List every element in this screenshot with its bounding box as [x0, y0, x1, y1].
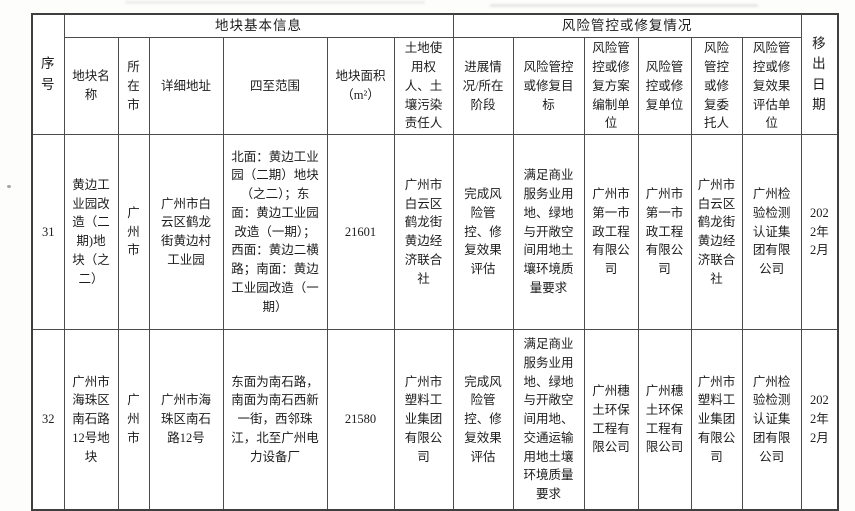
- scan-streak-top-left: [125, 1, 425, 4]
- cell-serial: 31: [31, 134, 65, 330]
- cell-boundaries: 东面为南石路，南面为南石西新一街，西邻珠江，北至广州电力设备厂: [222, 329, 328, 511]
- col-header-target: 风险管控或修复目标: [512, 37, 585, 135]
- cell-area: 21580: [326, 329, 395, 511]
- col-header-remediation-unit: 风险管控或修复单位: [637, 37, 692, 135]
- cell-removal-date: 2022年2月: [800, 329, 839, 511]
- cell-city: 广州市: [117, 134, 150, 330]
- group-header-basic-info: 地块基本信息: [63, 13, 454, 39]
- header-group-row: 序号 地块基本信息 风险管控或修复情况 移出日期: [31, 13, 839, 135]
- cell-client: 广州市塑料工业集团有限公司: [690, 329, 743, 511]
- cell-target: 满足商业服务业用地、绿地与开敞空间用地、交通运输用地土壤环境质量要求: [512, 329, 585, 511]
- cell-address: 广州市白云区鹤龙街黄边村工业园: [148, 134, 224, 330]
- header-sub-row: 地块名称 所在市 详细地址 四至范围 地块面积（m²） 土地使用权人、土壤污染责…: [32, 37, 838, 135]
- cell-client: 广州市白云区鹤龙街黄边经济联合社: [690, 134, 743, 330]
- col-header-removal-date: 移出日期: [800, 13, 839, 135]
- col-header-area: 地块面积（m²）: [326, 37, 395, 135]
- cell-plan-unit: 广州穗土环保工程有限公司: [583, 329, 639, 511]
- cell-progress: 完成风险管控、修复效果评估: [452, 329, 514, 511]
- col-header-client: 风险管控或修复委托人: [690, 37, 743, 135]
- cell-progress: 完成风险管控、修复效果评估: [452, 134, 514, 330]
- col-header-address: 详细地址: [148, 37, 224, 135]
- col-header-serial: 序号: [31, 13, 65, 135]
- cell-parcel-name: 黄边工业园改造（二期)地块（之二）: [63, 134, 119, 330]
- col-header-city-label: 所在市: [127, 60, 140, 112]
- cell-area: 21601: [326, 134, 395, 330]
- cell-land-user: 广州市白云区鹤龙街黄边经济联合社: [393, 134, 454, 330]
- col-header-boundaries: 四至范围: [222, 37, 328, 135]
- cell-address: 广州市海珠区南石路12号: [148, 329, 224, 511]
- col-header-assessment-unit: 风险管控或修复效果评估单位: [741, 37, 802, 135]
- cell-serial: 32: [31, 329, 65, 511]
- col-header-progress: 进展情况/所在阶段: [452, 37, 514, 135]
- col-header-city: 所在市: [117, 37, 150, 135]
- cell-land-user: 广州市塑料工业集团有限公司: [393, 329, 454, 511]
- cell-plan-unit: 广州市第一市政工程有限公司: [583, 134, 639, 330]
- cell-removal-date-text: 2022年2月: [809, 393, 829, 445]
- col-header-plan-unit: 风险管控或修复方案编制单位: [583, 37, 639, 135]
- cell-remediation-unit: 广州穗土环保工程有限公司: [637, 329, 692, 511]
- col-header-land-user: 土地使用权人、土壤污染责任人: [393, 37, 454, 135]
- cell-city-text: 广州市: [127, 393, 140, 445]
- scan-dot-left-margin: [7, 185, 11, 188]
- col-header-parcel-name: 地块名称: [63, 37, 119, 135]
- table-row: 31 黄边工业园改造（二期)地块（之二） 广州市 广州市白云区鹤龙街黄边村工业园…: [31, 134, 839, 330]
- group-header-risk-info: 风险管控或修复情况: [452, 13, 802, 39]
- cell-assessment-unit: 广州检验检测认证集团有限公司: [741, 134, 802, 330]
- cell-parcel-name: 广州市海珠区南石路12号地块: [63, 329, 119, 511]
- cell-removal-date-text: 2022年2月: [809, 205, 829, 258]
- scan-streak-top-right: [490, 4, 758, 7]
- cell-city: 广州市: [117, 329, 150, 511]
- cell-boundaries: 北面：黄边工业园（二期）地块（之二）；东面：黄边工业园改造（一期）；西面：黄边二…: [222, 134, 328, 330]
- cell-target: 满足商业服务业用地、绿地与开敞空间用地土壤环境质量要求: [512, 134, 585, 330]
- cell-remediation-unit: 广州市第一市政工程有限公司: [637, 134, 692, 330]
- table-row: 32 广州市海珠区南石路12号地块 广州市 广州市海珠区南石路12号 东面为南石…: [31, 329, 839, 511]
- cell-assessment-unit: 广州检验检测认证集团有限公司: [741, 329, 802, 511]
- cell-city-text: 广州市: [127, 205, 140, 258]
- cell-removal-date: 2022年2月: [800, 134, 839, 330]
- col-header-removal-date-label: 移出日期: [812, 36, 827, 112]
- remediation-parcel-table: 序号 地块基本信息 风险管控或修复情况 移出日期 地块名称 所在市 详细地址 四…: [31, 13, 840, 511]
